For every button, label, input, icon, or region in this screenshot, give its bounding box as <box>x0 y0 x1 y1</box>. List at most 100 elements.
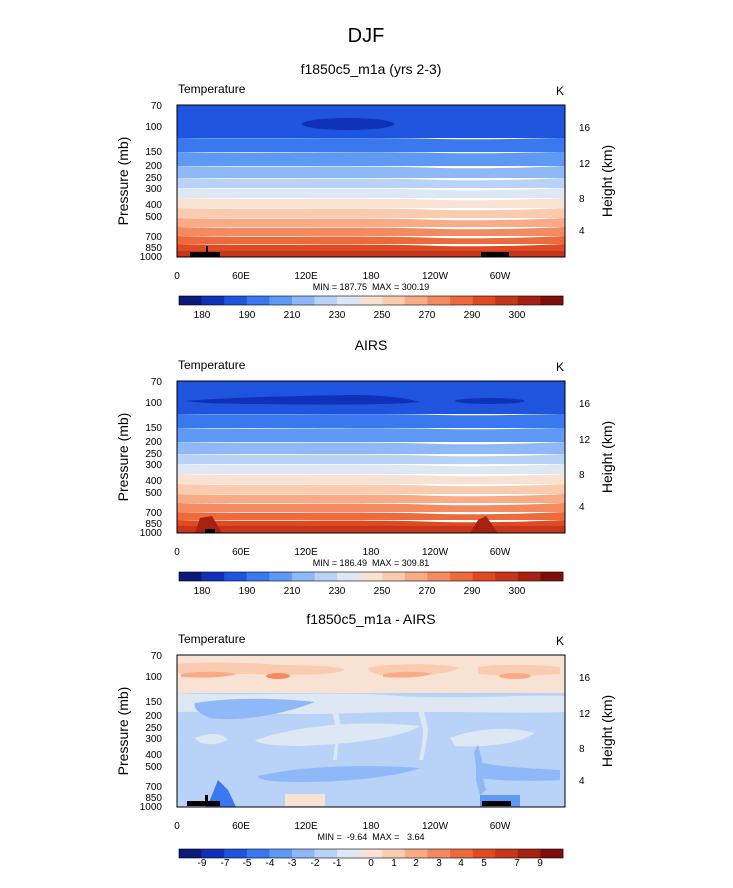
panel-2-terrain <box>205 529 215 533</box>
cb-label-190: 190 <box>239 310 256 321</box>
panel-2-band <box>195 516 222 533</box>
cb-label-4: 4 <box>458 858 464 869</box>
panel-2-band <box>177 428 565 442</box>
colorbar-swatch <box>224 572 248 581</box>
panel-3-band <box>194 698 315 720</box>
panel-1-frame <box>176 104 566 258</box>
panel-3-band <box>177 662 345 675</box>
y2-tick-4: 4 <box>579 502 585 513</box>
panel-2-title: AIRS <box>355 337 388 353</box>
cb-label-m9: -9 <box>198 858 207 869</box>
x-tick-180: 180 <box>363 821 380 832</box>
y-tick-300: 300 <box>145 734 162 745</box>
colorbar-swatch <box>179 572 202 581</box>
colorbar-frame <box>178 295 564 306</box>
cb-label-7: 7 <box>514 858 520 869</box>
panel-2-cold-core <box>455 398 525 404</box>
panel-1-band <box>177 227 565 236</box>
panel-3-band <box>195 734 228 745</box>
colorbar-swatch <box>201 849 225 858</box>
panel-1-band <box>177 188 565 198</box>
panel-1-band <box>177 236 565 244</box>
cb-label-270: 270 <box>419 586 436 597</box>
cb-label-250: 250 <box>374 586 391 597</box>
colorbar-swatch <box>337 572 361 581</box>
panel-1-left-label: Temperature <box>178 82 246 96</box>
panel-2-right-label: K <box>556 360 564 374</box>
panel-3-terrain <box>205 795 208 802</box>
y-tick-700: 700 <box>145 508 162 519</box>
panel-3-y2-ticks: 16 12 8 4 <box>579 673 591 787</box>
panel-1-band <box>177 244 565 251</box>
panel-3-band <box>258 766 420 782</box>
cb-label-m7: -7 <box>221 858 230 869</box>
y-tick-850: 850 <box>145 519 162 530</box>
colorbar-swatch <box>246 572 270 581</box>
panel-3-title: f1850c5_m1a - AIRS <box>306 611 435 627</box>
panel-1-terrain <box>481 252 509 257</box>
panel-1-band <box>177 218 565 227</box>
panel-3-colorbar <box>178 848 564 859</box>
panel-1-terrain <box>190 252 220 257</box>
panel-3-x-ticks: 0 60E 120E 180 120W 60W <box>174 821 511 832</box>
colorbar-swatch <box>314 296 338 305</box>
panel-1-band <box>177 152 565 166</box>
panel-3-band <box>450 728 535 747</box>
panel-2-y-ticks: 70 100 150 200 250 300 400 500 700 850 1… <box>140 377 163 539</box>
panel-1-colorbar <box>178 295 564 306</box>
x-tick-180: 180 <box>363 547 380 558</box>
y-tick-300: 300 <box>145 460 162 471</box>
colorbar-swatch <box>540 849 564 858</box>
cb-label-2: 2 <box>413 858 419 869</box>
panel-3-band <box>181 671 236 678</box>
x-tick-120e: 120E <box>294 821 318 832</box>
y-tick-70: 70 <box>151 651 163 662</box>
cb-label-m4: -4 <box>266 858 275 869</box>
y-tick-1000: 1000 <box>140 252 163 263</box>
colorbar-swatch <box>359 849 383 858</box>
panel-3-frame <box>176 654 566 808</box>
y-tick-300: 300 <box>145 184 162 195</box>
panel-3-terrain <box>482 801 511 806</box>
panel-3-stats: MIN = -9.64 MAX = 3.64 <box>317 832 424 842</box>
panel-3-band <box>383 671 432 678</box>
x-tick-120e: 120E <box>294 547 318 558</box>
panel-3-band <box>285 794 325 806</box>
panel-3-right-label: K <box>556 634 564 648</box>
colorbar-swatch <box>291 849 315 858</box>
colorbar-swatch <box>382 296 406 305</box>
y-tick-1000: 1000 <box>140 802 163 813</box>
panel-2-frame <box>176 380 566 534</box>
cb-label-m3: -3 <box>288 858 297 869</box>
y-tick-100: 100 <box>145 398 162 409</box>
y-tick-200: 200 <box>145 437 162 448</box>
panel-2-colorbar <box>178 571 564 582</box>
y-tick-700: 700 <box>145 782 162 793</box>
panel-1-right-label: K <box>556 84 564 98</box>
y-tick-100: 100 <box>145 672 162 683</box>
panel-1-cold-core <box>302 118 394 130</box>
panel-2-band <box>177 454 565 464</box>
y2-tick-4: 4 <box>579 776 585 787</box>
panel-2-band <box>177 484 565 494</box>
y2-tick-16: 16 <box>579 673 591 684</box>
x-tick-120w: 120W <box>422 271 449 282</box>
cb-label-230: 230 <box>329 586 346 597</box>
cb-label-290: 290 <box>464 586 481 597</box>
x-tick-0: 0 <box>174 271 180 282</box>
colorbar-swatch <box>201 572 225 581</box>
panel-3-band <box>478 664 560 676</box>
cb-label-250: 250 <box>374 310 391 321</box>
panel-2-band <box>177 512 565 520</box>
colorbar-swatch <box>291 572 315 581</box>
cb-label-230: 230 <box>329 310 346 321</box>
panel-3-band <box>478 762 560 781</box>
colorbar-swatch <box>269 572 293 581</box>
panel-3-y2label: Height (km) <box>599 695 615 767</box>
colorbar-swatch <box>450 849 473 858</box>
panel-2-band <box>470 516 498 533</box>
y-tick-850: 850 <box>145 793 162 804</box>
y-tick-500: 500 <box>145 212 162 223</box>
panel-1-terrain <box>206 246 208 253</box>
y2-tick-16: 16 <box>579 399 591 410</box>
